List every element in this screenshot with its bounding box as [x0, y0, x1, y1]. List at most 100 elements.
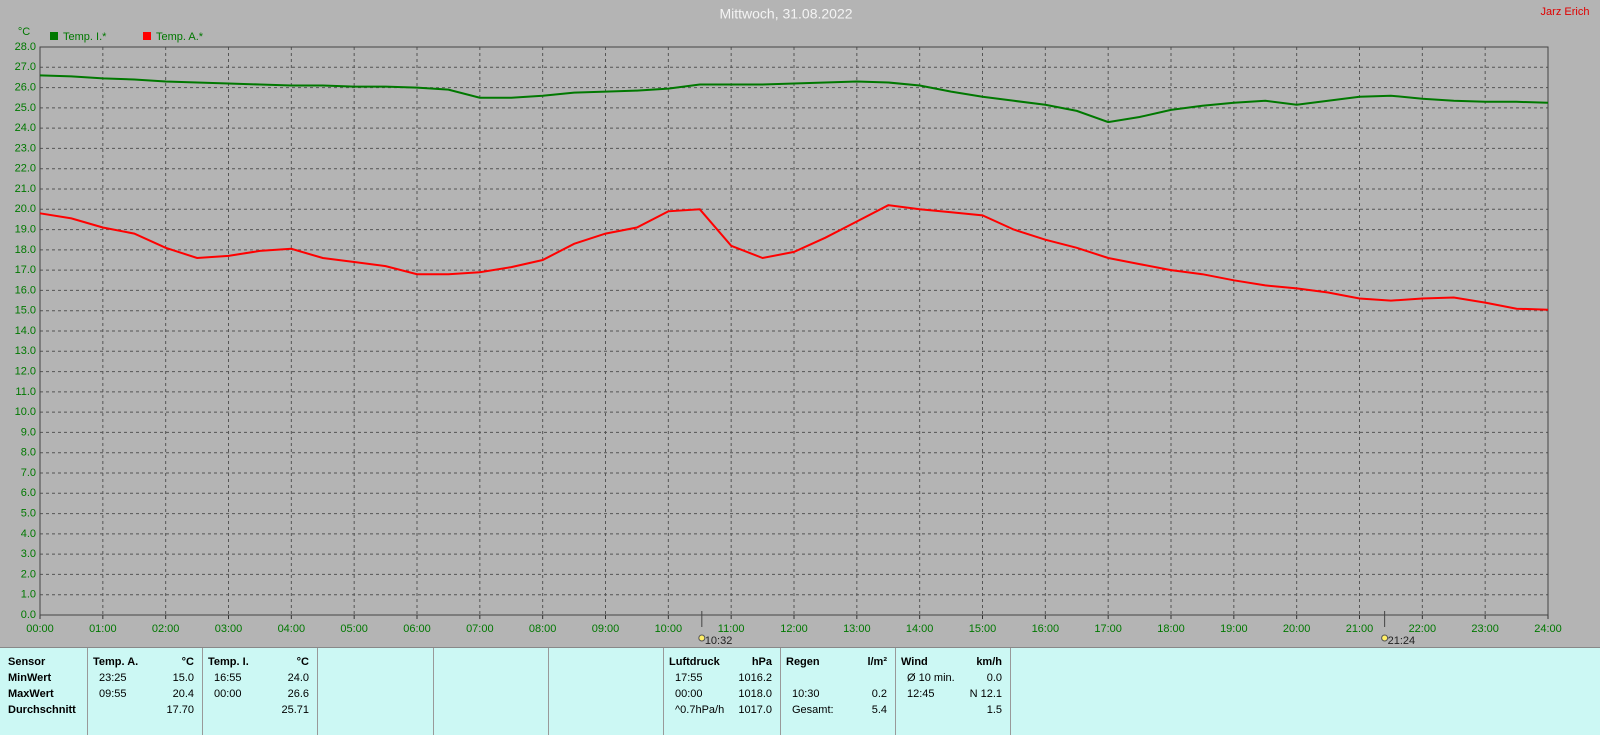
- x-tick-label: 08:00: [529, 623, 557, 635]
- y-tick-label: 3.0: [21, 548, 36, 560]
- cell-label: Ø 10 min.: [907, 672, 955, 684]
- y-tick-label: 22.0: [15, 163, 36, 175]
- x-tick-label: 05:00: [340, 623, 368, 635]
- column-separator: [87, 648, 88, 735]
- panel-unit: l/m²: [867, 656, 887, 668]
- cell-label: 10:30: [792, 688, 820, 700]
- y-tick-label: 11.0: [15, 386, 36, 398]
- chart-title: Mittwoch, 31.08.2022: [719, 6, 852, 22]
- x-tick-label: 21:00: [1346, 623, 1374, 635]
- y-tick-label: 0.0: [21, 609, 36, 621]
- cell-value: 1017.0: [738, 704, 772, 716]
- panel-header: Wind: [901, 656, 928, 668]
- legend-swatch: [50, 32, 58, 40]
- column-separator: [202, 648, 203, 735]
- panel-unit: °C: [181, 656, 194, 668]
- panel-header: Temp. I.: [208, 656, 249, 668]
- y-tick-label: 13.0: [15, 345, 36, 357]
- x-tick-label: 01:00: [89, 623, 117, 635]
- x-tick-label: 13:00: [843, 623, 871, 635]
- y-tick-label: 23.0: [15, 142, 36, 154]
- cell-label: 16:55: [214, 672, 242, 684]
- x-tick-label: 11:00: [718, 623, 745, 635]
- marker-label: 21:24: [1388, 635, 1416, 647]
- stats-table: Sensor MinWert MaxWert Durchschnitt Temp. A.…: [0, 647, 1600, 735]
- column-separator: [433, 648, 434, 735]
- x-tick-label: 22:00: [1409, 623, 1437, 635]
- x-tick-label: 09:00: [592, 623, 620, 635]
- x-tick-label: 14:00: [906, 623, 934, 635]
- cell-value: 0.0: [986, 672, 1002, 684]
- y-tick-label: 18.0: [15, 244, 36, 256]
- panel-unit: °C: [296, 656, 309, 668]
- cell-value: 1016.2: [738, 672, 772, 684]
- y-tick-label: 28.0: [15, 41, 36, 53]
- series-line: [39, 74, 1549, 124]
- cell-value: 17.70: [166, 704, 194, 716]
- cell-value: 1.5: [986, 704, 1002, 716]
- chart: Mittwoch, 31.08.2022 Jarz Erich °C 0.0 1.…: [15, 6, 1590, 647]
- y-tick-label: 14.0: [15, 325, 36, 337]
- y-tick-label: 19.0: [15, 223, 36, 235]
- legend-label: Temp. I.*: [63, 31, 107, 43]
- y-tick-label: 17.0: [15, 264, 36, 276]
- column-separator: [548, 648, 549, 735]
- cell-label: 00:00: [214, 688, 242, 700]
- x-tick-label: 12:00: [780, 623, 808, 635]
- cell-value: 5.4: [871, 704, 887, 716]
- cell-label: 23:25: [99, 672, 127, 684]
- y-tick-label: 5.0: [21, 507, 36, 519]
- cell-label: 09:55: [99, 688, 127, 700]
- y-tick-label: 6.0: [21, 487, 36, 499]
- panel-header: Regen: [786, 656, 820, 668]
- panel-header: Temp. A.: [93, 656, 139, 668]
- plot-frame: [39, 46, 1549, 616]
- x-tick-label: 17:00: [1094, 623, 1122, 635]
- y-tick-label: 26.0: [15, 81, 36, 93]
- row-label: MinWert: [8, 672, 52, 684]
- x-tick-label: 23:00: [1471, 623, 1499, 635]
- x-tick-label: 10:00: [655, 623, 683, 635]
- legend-swatch: [143, 32, 151, 40]
- panel-unit: km/h: [976, 656, 1002, 668]
- cell-label: Gesamt:: [792, 704, 834, 716]
- y-tick-label: 21.0: [15, 183, 36, 195]
- x-tick-label: 18:00: [1157, 623, 1185, 635]
- y-tick-label: 15.0: [15, 305, 36, 317]
- row-label: MaxWert: [8, 688, 54, 700]
- y-tick-label: 1.0: [21, 589, 36, 601]
- x-tick-label: 03:00: [215, 623, 243, 635]
- x-tick-label: 04:00: [278, 623, 306, 635]
- series-line: [39, 204, 1549, 311]
- x-tick-label: 00:00: [26, 623, 54, 635]
- column-separator: [1010, 648, 1011, 735]
- y-tick-label: 27.0: [15, 61, 36, 73]
- cell-value: 25.71: [281, 704, 309, 716]
- x-tick-label: 15:00: [969, 623, 997, 635]
- row-label: Durchschnitt: [8, 704, 76, 716]
- legend-label: Temp. A.*: [156, 31, 204, 43]
- y-tick-label: 24.0: [15, 122, 36, 134]
- cell-value: 1018.0: [738, 688, 772, 700]
- x-tick-label: 07:00: [466, 623, 494, 635]
- cell-value: 0.2: [871, 688, 887, 700]
- marker-icon: [1381, 634, 1389, 642]
- cell-label: 12:45: [907, 688, 935, 700]
- author: Jarz Erich: [1541, 6, 1590, 18]
- cell-label: 00:00: [675, 688, 703, 700]
- y-tick-label: 12.0: [15, 365, 36, 377]
- y-tick-label: 9.0: [21, 426, 36, 438]
- marker-label: 10:32: [705, 635, 733, 647]
- panel-unit: hPa: [751, 656, 772, 668]
- cell-value: N 12.1: [969, 688, 1002, 700]
- cell-label: ^0.7hPa/h: [675, 704, 725, 716]
- y-tick-label: 16.0: [15, 284, 36, 296]
- y-tick-label: 8.0: [21, 447, 36, 459]
- y-tick-label: 10.0: [15, 406, 36, 418]
- y-tick-label: 20.0: [15, 203, 36, 215]
- cell-value: 26.6: [287, 688, 309, 700]
- x-tick-label: 06:00: [403, 623, 431, 635]
- y-tick-label: 4.0: [21, 528, 36, 540]
- panel-header: Luftdruck: [669, 656, 720, 668]
